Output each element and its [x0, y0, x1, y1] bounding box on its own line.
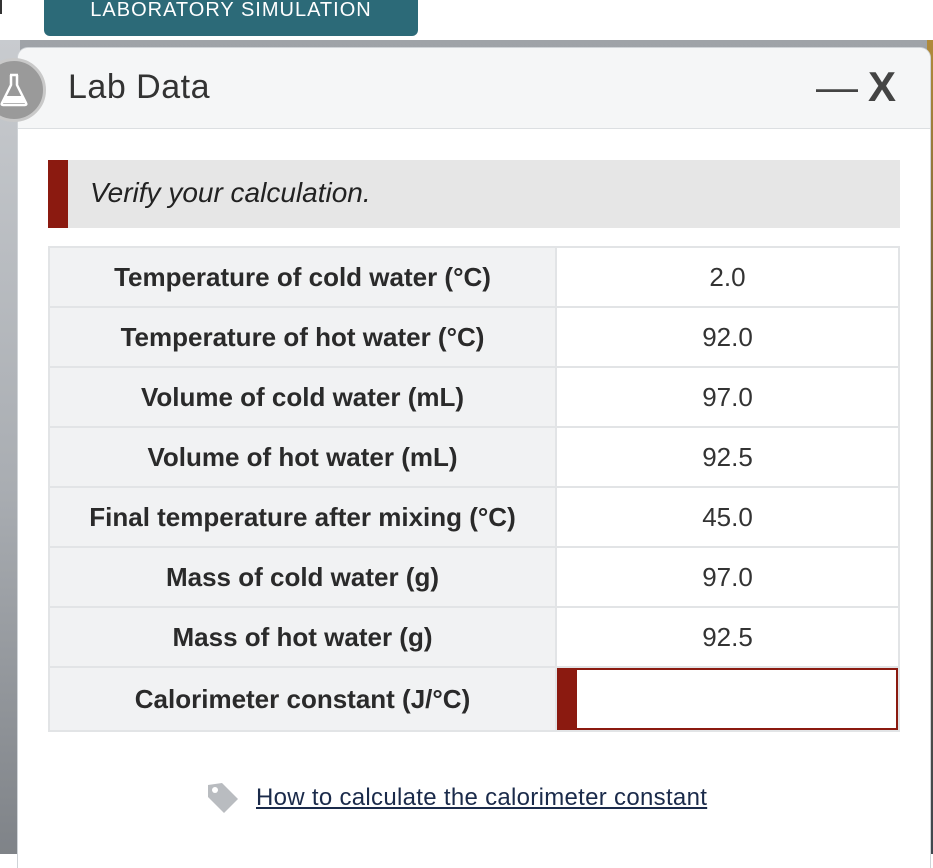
row-label: Temperature of hot water (°C) — [48, 306, 557, 368]
lab-data-table: Temperature of cold water (°C) 2.0 Tempe… — [48, 246, 900, 732]
row-value: 92.5 — [555, 426, 900, 488]
table-row: Temperature of cold water (°C) 2.0 — [48, 246, 900, 308]
row-value: 97.0 — [555, 366, 900, 428]
calorimeter-constant-label: Calorimeter constant (J/°C) — [48, 666, 557, 732]
instruction-text: Verify your calculation. — [90, 177, 371, 208]
table-row: Volume of hot water (mL) 92.5 — [48, 426, 900, 488]
row-label: Mass of hot water (g) — [48, 606, 557, 668]
close-button[interactable]: X — [868, 63, 897, 110]
row-value: 92.5 — [555, 606, 900, 668]
window-title: Lab Data — [68, 68, 210, 106]
background-right-strip — [927, 40, 933, 854]
minimize-button[interactable]: — — [816, 63, 858, 110]
row-value: 2.0 — [555, 246, 900, 308]
background-left-strip — [0, 40, 20, 854]
calorimeter-help-link[interactable]: How to calculate the calorimeter constan… — [256, 784, 708, 811]
instruction-banner: Verify your calculation. — [48, 160, 900, 228]
table-row: Temperature of hot water (°C) 92.0 — [48, 306, 900, 368]
row-value: 45.0 — [555, 486, 900, 548]
laboratory-simulation-tab-label: LABORATORY SIMULATION — [90, 0, 372, 21]
help-link-row: How to calculate the calorimeter constan… — [204, 778, 707, 818]
table-row: Mass of hot water (g) 92.5 — [48, 606, 900, 668]
laboratory-simulation-tab[interactable]: LABORATORY SIMULATION — [44, 0, 418, 36]
table-row: Final temperature after mixing (°C) 45.0 — [48, 486, 900, 548]
calorimeter-constant-row: Calorimeter constant (J/°C) — [48, 666, 900, 732]
table-row: Mass of cold water (g) 97.0 — [48, 546, 900, 608]
edge-mark — [0, 0, 2, 14]
row-label: Volume of cold water (mL) — [48, 366, 557, 428]
tag-icon — [208, 783, 238, 813]
window-header[interactable]: Lab Data — X — [0, 48, 930, 129]
row-value: 92.0 — [555, 306, 900, 368]
row-label: Temperature of cold water (°C) — [48, 246, 557, 308]
lab-data-window: Lab Data — X Verify your calculation. Te… — [0, 48, 930, 868]
row-label: Volume of hot water (mL) — [48, 426, 557, 488]
calorimeter-constant-input[interactable] — [577, 670, 896, 728]
calorimeter-constant-cell — [555, 666, 900, 732]
row-label: Final temperature after mixing (°C) — [48, 486, 557, 548]
flask-icon — [0, 58, 46, 122]
row-value: 97.0 — [555, 546, 900, 608]
table-row: Volume of cold water (mL) 97.0 — [48, 366, 900, 428]
row-label: Mass of cold water (g) — [48, 546, 557, 608]
calorimeter-constant-input-wrapper — [557, 668, 898, 730]
